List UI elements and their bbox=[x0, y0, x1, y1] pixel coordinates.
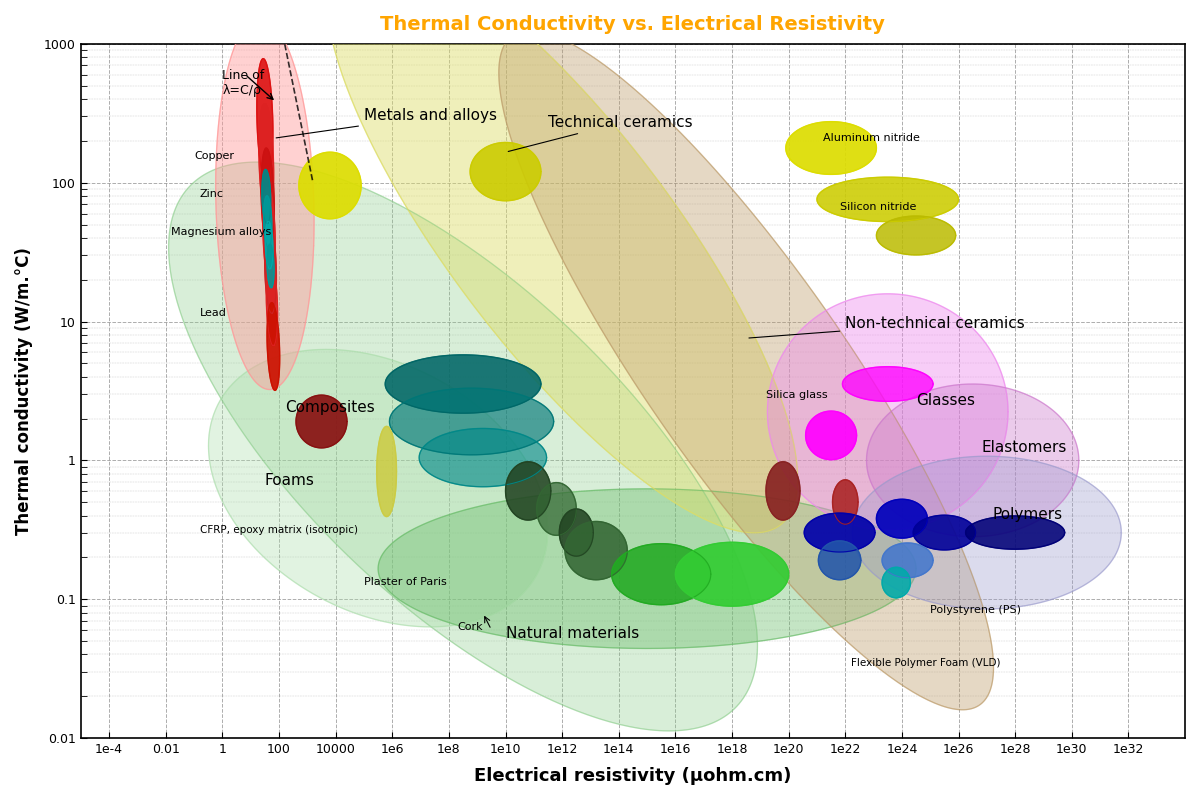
Text: Magnesium alloys: Magnesium alloys bbox=[172, 227, 271, 238]
Polygon shape bbox=[263, 187, 275, 283]
Text: Polystyrene (PS): Polystyrene (PS) bbox=[930, 605, 1021, 615]
Polygon shape bbox=[262, 170, 271, 224]
Polygon shape bbox=[882, 567, 911, 598]
Polygon shape bbox=[768, 294, 1008, 530]
Text: Non-technical ceramics: Non-technical ceramics bbox=[749, 317, 1025, 338]
Polygon shape bbox=[385, 355, 541, 413]
Polygon shape bbox=[470, 142, 541, 201]
Text: Composites: Composites bbox=[284, 400, 374, 414]
Text: Line of
λ=C/ρ: Line of λ=C/ρ bbox=[222, 69, 265, 97]
Polygon shape bbox=[804, 513, 875, 552]
Text: Silica glass: Silica glass bbox=[766, 390, 828, 400]
Polygon shape bbox=[766, 462, 800, 520]
Polygon shape bbox=[966, 516, 1064, 550]
Text: Lead: Lead bbox=[199, 308, 227, 318]
Polygon shape bbox=[817, 177, 959, 222]
Polygon shape bbox=[805, 411, 857, 460]
Polygon shape bbox=[565, 522, 628, 580]
Polygon shape bbox=[842, 366, 934, 402]
Polygon shape bbox=[876, 499, 928, 538]
Text: Polymers: Polymers bbox=[992, 506, 1063, 522]
Polygon shape bbox=[913, 515, 976, 550]
Polygon shape bbox=[499, 30, 994, 710]
Polygon shape bbox=[786, 122, 876, 174]
Polygon shape bbox=[866, 384, 1079, 537]
Text: Silicon nitride: Silicon nitride bbox=[840, 202, 916, 213]
Text: Natural materials: Natural materials bbox=[505, 626, 638, 641]
X-axis label: Electrical resistivity (μohm.cm): Electrical resistivity (μohm.cm) bbox=[474, 767, 792, 785]
Title: Thermal Conductivity vs. Electrical Resistivity: Thermal Conductivity vs. Electrical Resi… bbox=[380, 15, 886, 34]
Y-axis label: Thermal conductivity (W/m.°C): Thermal conductivity (W/m.°C) bbox=[14, 247, 34, 535]
Polygon shape bbox=[299, 152, 361, 219]
Text: Flexible Polymer Foam (VLD): Flexible Polymer Foam (VLD) bbox=[851, 658, 1001, 668]
Text: Elastomers: Elastomers bbox=[982, 440, 1067, 455]
Polygon shape bbox=[265, 224, 276, 314]
Text: Zinc: Zinc bbox=[199, 189, 223, 198]
Polygon shape bbox=[209, 350, 547, 627]
Polygon shape bbox=[882, 543, 934, 578]
Text: Glasses: Glasses bbox=[916, 393, 976, 408]
Polygon shape bbox=[265, 222, 272, 269]
Polygon shape bbox=[259, 104, 274, 220]
Polygon shape bbox=[268, 244, 274, 288]
Polygon shape bbox=[296, 395, 347, 448]
Polygon shape bbox=[257, 58, 272, 182]
Text: Aluminum nitride: Aluminum nitride bbox=[823, 133, 919, 143]
Polygon shape bbox=[268, 302, 280, 390]
Polygon shape bbox=[559, 509, 593, 556]
Text: CFRP, epoxy matrix (isotropic): CFRP, epoxy matrix (isotropic) bbox=[199, 525, 358, 534]
Polygon shape bbox=[169, 162, 757, 731]
Polygon shape bbox=[818, 541, 860, 580]
Polygon shape bbox=[419, 429, 546, 486]
Polygon shape bbox=[505, 462, 551, 520]
Polygon shape bbox=[676, 542, 788, 606]
Polygon shape bbox=[266, 264, 277, 346]
Polygon shape bbox=[262, 148, 275, 250]
Polygon shape bbox=[833, 480, 858, 524]
Text: Plaster of Paris: Plaster of Paris bbox=[364, 578, 446, 587]
Text: Technical ceramics: Technical ceramics bbox=[509, 115, 692, 151]
Text: Cork: Cork bbox=[457, 622, 484, 632]
Polygon shape bbox=[390, 388, 553, 455]
Text: Copper: Copper bbox=[194, 151, 234, 161]
Polygon shape bbox=[377, 426, 396, 517]
Polygon shape bbox=[216, 18, 314, 390]
Polygon shape bbox=[264, 196, 272, 247]
Polygon shape bbox=[378, 489, 916, 649]
Polygon shape bbox=[876, 216, 955, 255]
Polygon shape bbox=[612, 544, 710, 605]
Polygon shape bbox=[852, 456, 1121, 609]
Text: Metals and alloys: Metals and alloys bbox=[276, 108, 497, 138]
Polygon shape bbox=[536, 482, 576, 535]
Polygon shape bbox=[326, 0, 798, 533]
Text: Foams: Foams bbox=[265, 474, 314, 488]
